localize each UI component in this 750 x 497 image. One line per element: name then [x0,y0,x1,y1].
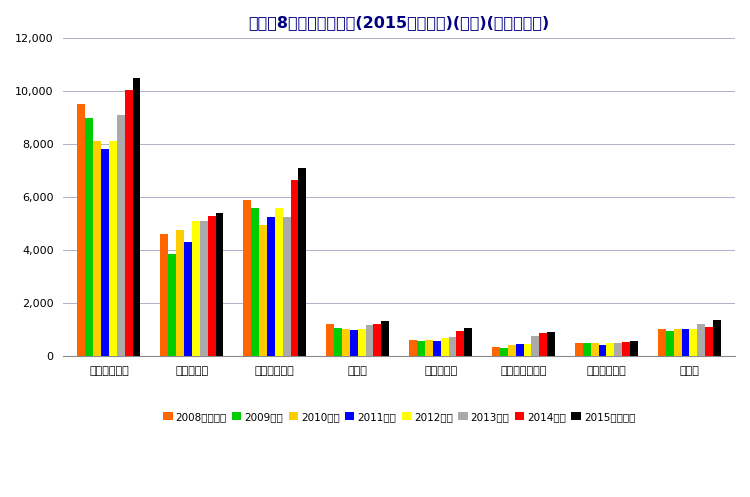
Bar [448,337,457,356]
Bar [298,168,306,356]
Bar [682,330,689,356]
Bar [283,217,290,356]
Bar [290,180,298,356]
Bar [409,340,417,356]
Bar [215,213,223,356]
Bar [516,344,524,356]
Bar [457,331,464,356]
Bar [109,141,117,356]
Bar [622,342,630,356]
Bar [168,254,176,356]
Title: 乗用車8社の研究開発費(2015年度計画)(連結)(単位：億円): 乗用車8社の研究開発費(2015年度計画)(連結)(単位：億円) [248,15,550,30]
Bar [433,341,441,356]
Bar [200,221,208,356]
Bar [365,326,374,356]
Bar [274,208,283,356]
Bar [713,320,721,356]
Bar [698,324,705,356]
Bar [117,115,124,356]
Legend: 2008年度実績, 2009年度, 2010年度, 2011年度, 2012年度, 2013年度, 2014年度, 2015年度計画: 2008年度実績, 2009年度, 2010年度, 2011年度, 2012年度… [164,412,635,422]
Bar [548,332,555,356]
Bar [464,328,472,356]
Bar [77,104,86,356]
Bar [539,333,548,356]
Bar [500,348,508,356]
Bar [508,345,516,356]
Bar [334,328,342,356]
Bar [350,330,358,356]
Bar [374,324,381,356]
Bar [133,78,140,356]
Bar [705,327,713,356]
Bar [208,216,215,356]
Bar [607,343,614,356]
Bar [492,346,500,356]
Bar [86,118,93,356]
Bar [160,234,168,356]
Bar [532,336,539,356]
Bar [259,225,267,356]
Bar [124,90,133,356]
Bar [441,338,448,356]
Bar [184,242,192,356]
Bar [192,221,200,356]
Bar [176,230,184,356]
Bar [267,217,274,356]
Bar [381,322,389,356]
Bar [598,345,607,356]
Bar [326,324,334,356]
Bar [674,330,682,356]
Bar [417,341,425,356]
Bar [101,149,109,356]
Bar [614,342,622,356]
Bar [666,331,674,356]
Bar [524,344,532,356]
Bar [358,330,365,356]
Bar [583,343,591,356]
Bar [93,141,101,356]
Bar [251,208,259,356]
Bar [689,330,698,356]
Bar [342,330,350,356]
Bar [575,342,583,356]
Bar [658,330,666,356]
Bar [243,200,251,356]
Bar [630,341,638,356]
Bar [591,342,598,356]
Bar [425,340,433,356]
